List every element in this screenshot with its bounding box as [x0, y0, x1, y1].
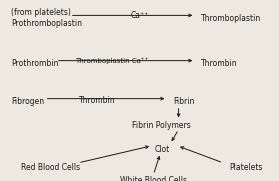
Text: Platelets: Platelets: [229, 163, 262, 172]
Text: Ca⁺⁺: Ca⁺⁺: [130, 11, 149, 20]
Text: Prothrombin: Prothrombin: [11, 59, 59, 68]
Text: Fibrin Polymers: Fibrin Polymers: [133, 121, 191, 130]
Text: Thromboplastin Ca⁺⁺: Thromboplastin Ca⁺⁺: [75, 57, 148, 64]
Text: Thromboplastin: Thromboplastin: [201, 14, 261, 23]
Text: Thrombin: Thrombin: [79, 96, 116, 105]
Text: Fibrogen: Fibrogen: [11, 97, 44, 106]
Text: (from platelets)
Prothromboplastin: (from platelets) Prothromboplastin: [11, 8, 82, 28]
Text: Red Blood Cells: Red Blood Cells: [21, 163, 80, 172]
Text: Fibrin: Fibrin: [173, 97, 194, 106]
Text: White Blood Cells: White Blood Cells: [120, 176, 187, 181]
Text: Thrombin: Thrombin: [201, 59, 237, 68]
Text: Clot: Clot: [154, 145, 169, 154]
